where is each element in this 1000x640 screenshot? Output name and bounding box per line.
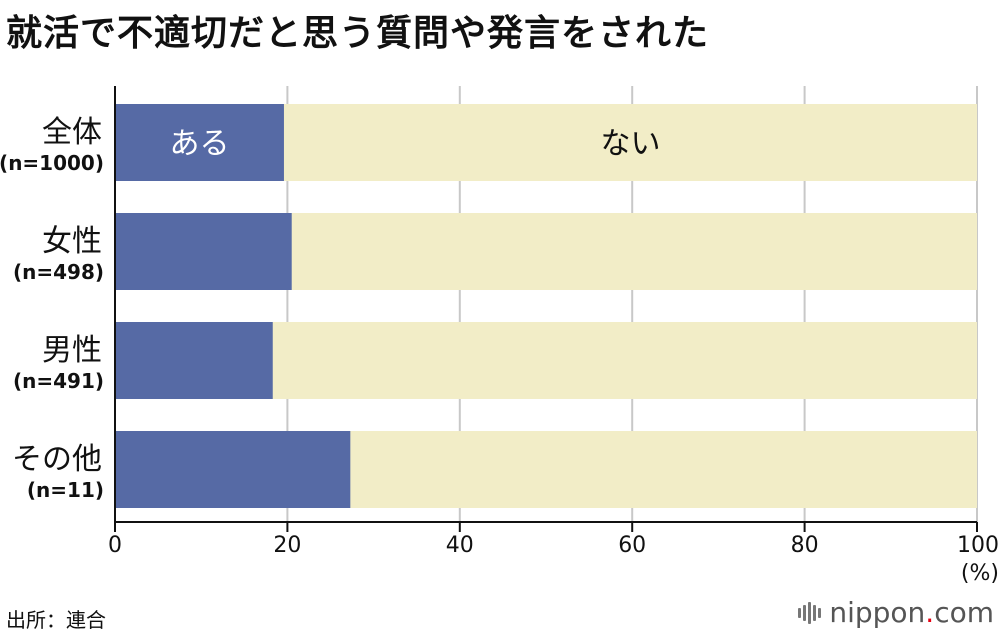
bar-aru [115,322,273,399]
x-tick-label: 60 [618,533,646,558]
series-label-nai: ない [600,127,660,162]
nippon-logo-icon [798,601,822,625]
category-n-label: (n=498) [13,260,104,284]
stacked-bar-chart: 全体(n=1000) 女性(n=498) 男性(n=491) その他(n=11) ある な… [0,86,999,586]
bar-aru [115,431,351,508]
category-n-label: (n=491) [13,369,104,393]
x-tick-label: 0 [108,533,122,558]
source-note: 出所：連合 [6,608,106,632]
category-n-label: (n=1000) [0,151,104,175]
x-tick-label: 20 [273,533,301,558]
category-label: 男性 [42,333,102,368]
x-tick-label: 80 [791,533,819,558]
category-label: 女性 [42,224,102,259]
category-n-label: (n=11) [27,478,104,502]
brand-name: nippon.com [829,596,994,629]
category-label: その他 [12,442,102,477]
x-axis-unit: (%) [961,561,999,586]
series-label-aru: ある [169,127,229,162]
category-label: 全体 [42,115,102,150]
brand-logo: nippon.com [798,596,994,629]
bar-aru [115,213,292,290]
x-tick-label: 100 [957,533,999,558]
x-tick-label: 40 [446,533,474,558]
chart-title: 就活で不適切だと思う質問や発言をされた [6,13,710,54]
bar-aru [115,104,284,181]
